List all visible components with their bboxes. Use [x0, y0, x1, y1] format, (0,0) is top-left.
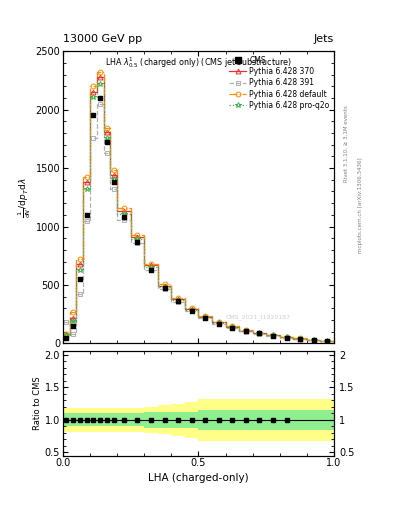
Text: Rivet 3.1.10, ≥ 3.1M events: Rivet 3.1.10, ≥ 3.1M events — [344, 105, 349, 182]
Point — [70, 322, 76, 330]
Point — [310, 336, 317, 344]
Point — [97, 94, 103, 102]
Y-axis label: Ratio to CMS: Ratio to CMS — [33, 377, 42, 430]
Point — [63, 333, 70, 342]
Point — [256, 329, 263, 337]
Point — [202, 313, 208, 322]
Legend: CMS, Pythia 6.428 370, Pythia 6.428 391, Pythia 6.428 default, Pythia 6.428 pro-: CMS, Pythia 6.428 370, Pythia 6.428 391,… — [226, 53, 332, 113]
Point — [90, 112, 97, 120]
Point — [175, 297, 181, 306]
X-axis label: LHA (charged-only): LHA (charged-only) — [148, 473, 249, 483]
Point — [162, 284, 168, 292]
Point — [110, 178, 117, 186]
Point — [297, 335, 303, 343]
Point — [104, 138, 110, 146]
Point — [283, 333, 290, 342]
Point — [77, 275, 83, 283]
Text: mcplots.cern.ch [arXiv:1306.3436]: mcplots.cern.ch [arXiv:1306.3436] — [358, 157, 363, 252]
Text: Jets: Jets — [314, 33, 334, 44]
Text: CMS_2021_I1920187: CMS_2021_I1920187 — [226, 314, 290, 320]
Y-axis label: $\frac{1}{\mathrm{d}N} / \mathrm{d}p_T \mathrm{d}\lambda$: $\frac{1}{\mathrm{d}N} / \mathrm{d}p_T \… — [16, 177, 33, 218]
Point — [148, 266, 154, 274]
Point — [216, 319, 222, 328]
Point — [229, 324, 235, 332]
Text: LHA $\lambda^{1}_{0.5}$ (charged only) (CMS jet substructure): LHA $\lambda^{1}_{0.5}$ (charged only) (… — [105, 56, 292, 71]
Point — [324, 337, 331, 346]
Point — [134, 238, 141, 246]
Point — [83, 211, 90, 219]
Point — [243, 327, 249, 335]
Text: 13000 GeV pp: 13000 GeV pp — [63, 33, 142, 44]
Point — [270, 332, 276, 340]
Point — [189, 307, 195, 315]
Point — [121, 213, 127, 221]
